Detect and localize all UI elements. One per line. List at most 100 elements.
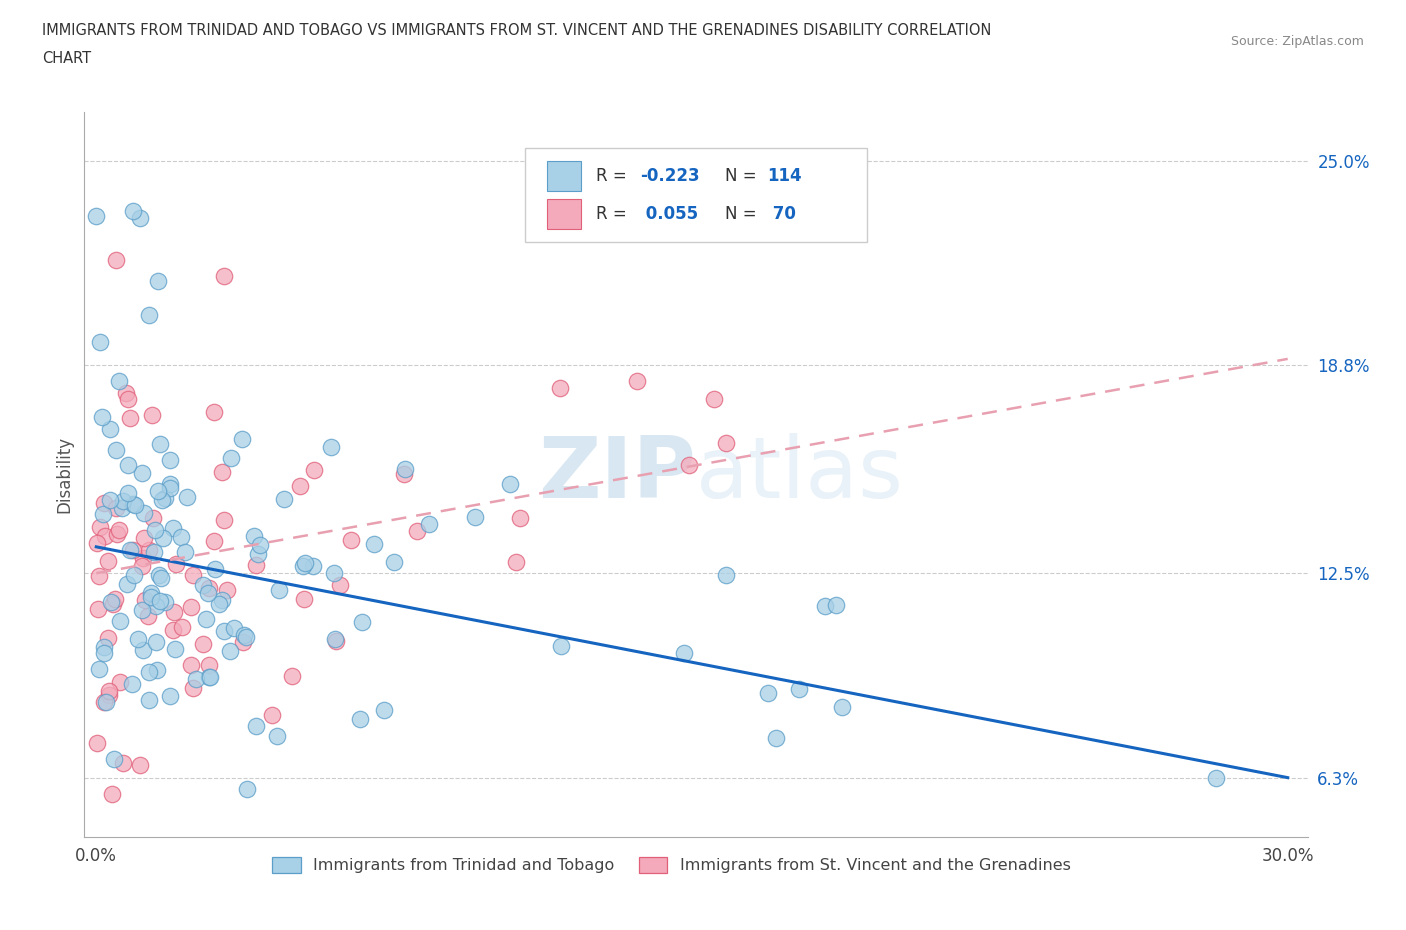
- Point: [87, 661, 110, 676]
- FancyBboxPatch shape: [524, 148, 868, 242]
- Point: [340, 533, 363, 548]
- Point: [121, 676, 143, 691]
- Point: [550, 639, 572, 654]
- Point: [211, 465, 233, 480]
- Point: [373, 702, 395, 717]
- Text: IMMIGRANTS FROM TRINIDAD AND TOBAGO VS IMMIGRANTS FROM ST. VINCENT AND THE GRENA: IMMIGRANTS FROM TRINIDAD AND TOBAGO VS I…: [42, 23, 991, 38]
- Point: [831, 699, 853, 714]
- Point: [138, 308, 160, 323]
- Point: [162, 622, 184, 637]
- Point: [155, 491, 177, 506]
- Point: [233, 628, 256, 643]
- Point: [122, 497, 145, 512]
- Point: [138, 692, 160, 707]
- Point: [118, 543, 141, 558]
- Point: [146, 663, 169, 678]
- Point: [87, 569, 110, 584]
- Point: [103, 596, 125, 611]
- Point: [499, 476, 522, 491]
- Point: [124, 498, 146, 512]
- Point: [246, 546, 269, 561]
- Point: [93, 645, 115, 660]
- Point: [94, 695, 117, 710]
- Point: [198, 658, 221, 672]
- Text: CHART: CHART: [42, 51, 91, 66]
- Text: N =: N =: [725, 205, 762, 223]
- Point: [550, 381, 572, 396]
- Point: [104, 253, 127, 268]
- Point: [103, 751, 125, 766]
- Point: [97, 684, 120, 698]
- Point: [100, 594, 122, 609]
- Point: [231, 432, 253, 446]
- Point: [765, 730, 787, 745]
- Point: [323, 566, 346, 581]
- Point: [141, 407, 163, 422]
- Point: [159, 452, 181, 467]
- Text: 70: 70: [766, 205, 796, 223]
- Point: [211, 592, 233, 607]
- Point: [105, 443, 128, 458]
- Point: [672, 645, 695, 660]
- Text: R =: R =: [596, 167, 631, 185]
- Point: [142, 511, 165, 525]
- Point: [329, 578, 352, 592]
- Point: [159, 481, 181, 496]
- Point: [108, 613, 131, 628]
- Point: [363, 537, 385, 551]
- Point: [260, 708, 283, 723]
- Legend: Immigrants from Trinidad and Tobago, Immigrants from St. Vincent and the Grenadi: Immigrants from Trinidad and Tobago, Imm…: [266, 850, 1077, 880]
- Point: [281, 668, 304, 683]
- Point: [235, 781, 257, 796]
- Point: [152, 531, 174, 546]
- Point: [202, 534, 225, 549]
- Point: [122, 567, 145, 582]
- Point: [131, 466, 153, 481]
- Point: [108, 522, 131, 537]
- Point: [162, 521, 184, 536]
- Point: [141, 589, 163, 604]
- Point: [93, 695, 115, 710]
- Point: [131, 603, 153, 618]
- Point: [273, 491, 295, 506]
- Point: [127, 632, 149, 647]
- Text: R =: R =: [596, 205, 631, 223]
- Point: [145, 598, 167, 613]
- Point: [294, 556, 316, 571]
- Y-axis label: Disability: Disability: [55, 436, 73, 512]
- Point: [132, 506, 155, 521]
- Point: [212, 512, 235, 527]
- Point: [93, 495, 115, 510]
- Point: [153, 594, 176, 609]
- Point: [180, 599, 202, 614]
- Point: [165, 556, 187, 571]
- Point: [150, 492, 173, 507]
- Point: [98, 687, 121, 702]
- Point: [349, 711, 371, 726]
- Point: [222, 620, 245, 635]
- Text: 0.055: 0.055: [640, 205, 697, 223]
- Text: -0.223: -0.223: [640, 167, 699, 185]
- Point: [117, 392, 139, 406]
- Point: [266, 728, 288, 743]
- Point: [104, 591, 127, 606]
- Point: [350, 615, 373, 630]
- Point: [174, 545, 197, 560]
- Point: [117, 485, 139, 500]
- Text: Source: ZipAtlas.com: Source: ZipAtlas.com: [1230, 35, 1364, 48]
- Bar: [547, 161, 581, 192]
- Point: [129, 758, 152, 773]
- Point: [195, 611, 218, 626]
- Point: [180, 658, 202, 672]
- Point: [198, 580, 221, 595]
- Point: [269, 583, 291, 598]
- Point: [243, 528, 266, 543]
- Point: [148, 567, 170, 582]
- Text: 114: 114: [766, 167, 801, 185]
- Point: [302, 559, 325, 574]
- Point: [117, 458, 139, 472]
- Point: [814, 598, 837, 613]
- Point: [104, 501, 127, 516]
- Point: [172, 619, 194, 634]
- Point: [87, 602, 110, 617]
